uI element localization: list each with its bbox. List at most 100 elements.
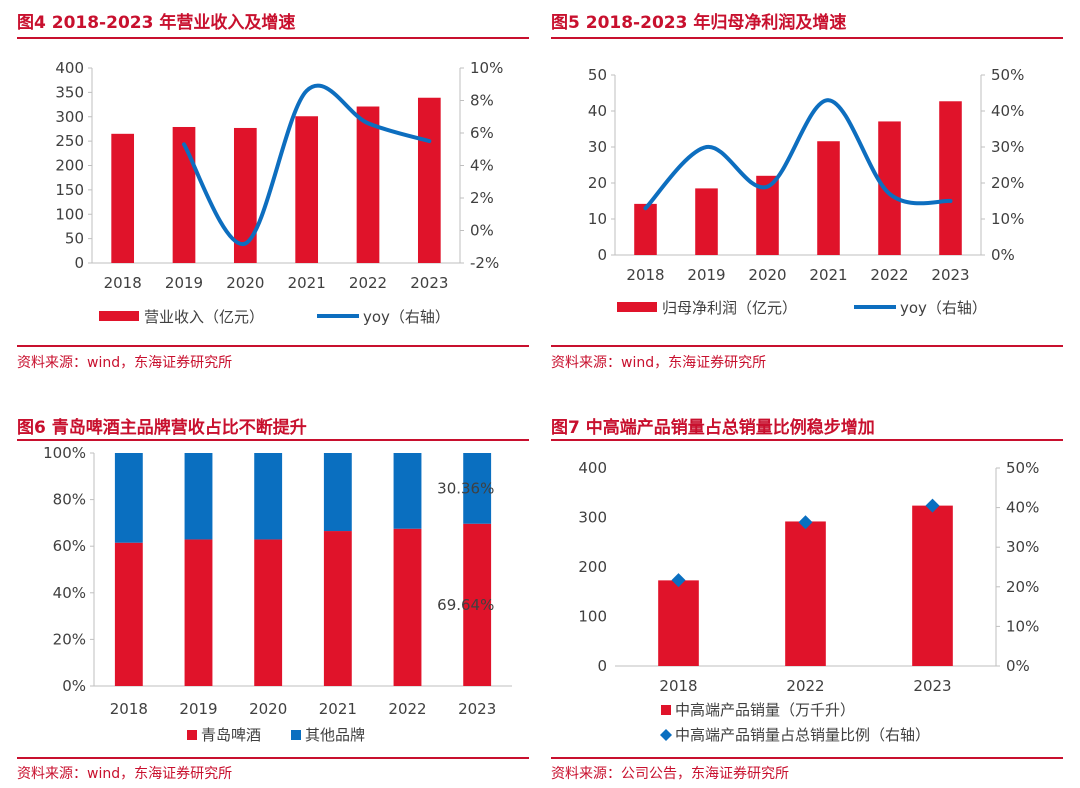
fig6-bar-other — [463, 453, 492, 524]
fig6-xtick-label: 2021 — [319, 700, 357, 718]
fig5-legend-bar-swatch — [617, 302, 657, 312]
fig6-bar-other — [184, 453, 213, 540]
fig6-ytick-label: 100% — [43, 444, 86, 462]
fig6-xtick-label: 2019 — [179, 700, 217, 718]
fig5-y2tick-label: 30% — [991, 138, 1024, 156]
fig7-bar — [658, 580, 699, 666]
fig5-source: 资料来源：wind，东海证券研究所 — [551, 355, 767, 371]
fig4-bar — [356, 106, 380, 263]
fig5-chart: 0 10 20 30 40 50 0% 10% 20% 30% 40% 50% 2018 2019 2020… — [588, 66, 1024, 317]
fig5-bar — [756, 175, 779, 255]
fig7-ytick-label: 0 — [597, 657, 607, 675]
fig6-bar-other — [254, 453, 283, 540]
fig5-y2tick-label: 40% — [991, 102, 1024, 120]
fig5-ytick-label: 20 — [588, 174, 607, 192]
fig4-bar — [417, 97, 441, 263]
fig7-ratio-marker — [671, 573, 686, 588]
fig4-bar — [172, 126, 196, 263]
fig6-source: 资料来源：wind，东海证券研究所 — [17, 766, 233, 782]
fig6-ytick-label: 80% — [53, 491, 86, 509]
fig5-xtick-label: 2020 — [748, 266, 786, 284]
fig7-title: 图7 中高端产品销量占总销量比例稳步增加 — [551, 418, 875, 438]
fig7-y2tick-label: 30% — [1006, 538, 1039, 556]
fig4-y2tick-label: 10% — [470, 59, 503, 77]
fig7-ytick-label: 300 — [578, 509, 607, 527]
fig5-ytick-label: 0 — [597, 246, 607, 264]
fig5-title-rule — [551, 37, 1063, 39]
fig5-bar — [939, 101, 962, 255]
fig4-yoy-line — [182, 83, 432, 246]
fig4-ytick-label: 150 — [55, 181, 84, 199]
fig6-source-rule — [17, 757, 529, 759]
fig6-xtick-label: 2020 — [249, 700, 287, 718]
fig7-legend-bar-label: 中高端产品销量（万千升） — [675, 701, 855, 719]
fig4-ytick-label: 0 — [74, 254, 84, 272]
fig6-bar-qingdao — [463, 523, 492, 686]
fig7-source-rule — [551, 757, 1063, 759]
fig6-title: 图6 青岛啤酒主品牌营收占比不断提升 — [17, 418, 307, 438]
fig6-legend-other-swatch — [291, 730, 301, 740]
fig4-xtick-label: 2018 — [104, 274, 142, 292]
fig5-ytick-label: 50 — [588, 66, 607, 84]
fig7-panel: 图7 中高端产品销量占总销量比例稳步增加 0 100 200 300 400 0% 10% 2… — [551, 413, 1063, 785]
fig5-y2tick-label: 20% — [991, 174, 1024, 192]
fig4-bar — [111, 133, 135, 263]
fig7-chart: 0 100 200 300 400 0% 10% 20% 30% 40% 50% 2018 2022 20… — [578, 459, 1039, 744]
fig4-y2tick-label: 6% — [470, 124, 494, 142]
fig4-bar — [295, 116, 319, 263]
fig5-panel: 图5 2018-2023 年归母净利润及增速 0 10 20 30 40 50 0% 10% 2… — [551, 8, 1063, 378]
fig5-legend-bar-label: 归母净利润（亿元） — [662, 299, 797, 317]
fig5-bar — [817, 141, 840, 255]
fig4-ytick-label: 250 — [55, 132, 84, 150]
fig4-xtick-label: 2023 — [410, 274, 448, 292]
fig6-ytick-label: 40% — [53, 584, 86, 602]
fig6-bar-qingdao — [184, 539, 213, 686]
fig4-xtick-label: 2020 — [226, 274, 264, 292]
fig4-ytick-label: 400 — [55, 59, 84, 77]
fig4-ytick-label: 300 — [55, 108, 84, 126]
fig6-bar-other — [114, 453, 143, 543]
fig6-ytick-label: 0% — [62, 677, 86, 695]
fig5-xtick-label: 2019 — [687, 266, 725, 284]
fig6-label-other: 30.36% — [437, 479, 494, 497]
fig4-ytick-label: 200 — [55, 157, 84, 175]
fig7-ytick-label: 400 — [578, 459, 607, 477]
fig4-title-rule — [17, 37, 529, 39]
fig7-xtick-label: 2022 — [786, 677, 824, 695]
fig5-ytick-label: 40 — [588, 102, 607, 120]
fig7-ratio-marker — [798, 515, 813, 530]
fig6-legend-qingdao-swatch — [187, 730, 197, 740]
fig4-xtick-label: 2022 — [349, 274, 387, 292]
fig7-ratio-marker — [925, 498, 940, 513]
fig6-bar-qingdao — [114, 542, 143, 686]
fig7-ytick-label: 100 — [578, 608, 607, 626]
fig4-chart: 0 50 100 150 200 250 300 350 400 -2% 0% 2% 4% 6% 8% 10%… — [55, 59, 503, 326]
fig7-title-rule — [551, 439, 1063, 441]
fig7-y2tick-label: 0% — [1006, 657, 1030, 675]
fig4-legend-line-label: yoy（右轴） — [363, 308, 450, 326]
fig4-y2tick-label: 2% — [470, 189, 494, 207]
fig5-y2tick-label: 50% — [991, 66, 1024, 84]
fig6-legend-other-label: 其他品牌 — [305, 726, 365, 744]
fig4-source: 资料来源：wind，东海证券研究所 — [17, 355, 233, 371]
fig4-y2tick-label: -2% — [470, 254, 499, 272]
fig4-xtick-label: 2021 — [288, 274, 326, 292]
fig5-yoy-line — [643, 98, 953, 211]
fig5-ytick-label: 10 — [588, 210, 607, 228]
fig6-chart: 0% 20% 40% 60% 80% 100% 2018 2019 2020 2021 2022 20… — [43, 444, 512, 744]
fig7-legend-marker-label: 中高端产品销量占总销量比例（右轴） — [675, 726, 930, 744]
fig5-bar — [878, 121, 901, 255]
fig6-ytick-label: 60% — [53, 537, 86, 555]
fig6-bar-qingdao — [254, 539, 283, 686]
fig4-y2tick-label: 8% — [470, 92, 494, 110]
fig5-legend-line-label: yoy（右轴） — [900, 299, 987, 317]
fig7-bar — [785, 521, 826, 666]
fig7-y2tick-label: 50% — [1006, 459, 1039, 477]
fig5-xtick-label: 2018 — [626, 266, 664, 284]
fig7-y2tick-label: 20% — [1006, 578, 1039, 596]
fig4-title: 图4 2018-2023 年营业收入及增速 — [17, 13, 296, 33]
fig5-title: 图5 2018-2023 年归母净利润及增速 — [551, 13, 847, 33]
fig7-y2tick-label: 40% — [1006, 499, 1039, 517]
fig7-y2tick-label: 10% — [1006, 617, 1039, 635]
fig7-bar — [912, 505, 953, 666]
